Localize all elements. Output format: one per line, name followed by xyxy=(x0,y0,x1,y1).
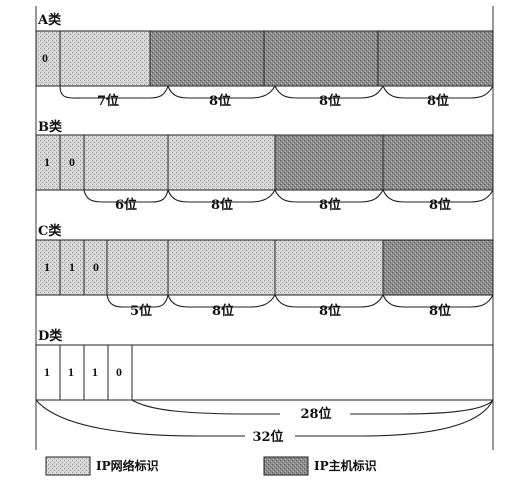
class-d-label: D类 xyxy=(38,328,63,344)
class-b-group: B类 1 0 6位 8位 8位 8位 xyxy=(35,119,494,213)
legend-network-swatch xyxy=(45,456,91,476)
class-d-bit-2: 1 xyxy=(68,365,74,379)
class-b-network-bits-label: 6位 xyxy=(115,197,137,213)
class-d-total-bits-label: 32位 xyxy=(252,429,283,445)
class-c-brace-network xyxy=(106,294,169,308)
class-c-octet-1 xyxy=(35,239,169,296)
class-a-brace-octet-3 xyxy=(274,85,384,99)
class-c-brace-octet-3 xyxy=(274,294,384,308)
class-d-host-bits-label: 28位 xyxy=(300,406,331,422)
class-b-octet-2 xyxy=(167,134,276,191)
class-b-octet-2-bits-label: 8位 xyxy=(211,197,233,213)
class-a-network-bits-label: 7位 xyxy=(97,93,119,109)
legend: IP网络标识 IP主机标识 xyxy=(45,456,377,476)
class-c-network-bits-label: 5位 xyxy=(130,303,152,319)
class-c-octet-3 xyxy=(274,239,384,296)
class-a-octet-1 xyxy=(35,30,151,87)
class-b-octet-4-bits-label: 8位 xyxy=(429,197,451,213)
class-c-octet-2 xyxy=(167,239,276,296)
class-a-octet-4 xyxy=(377,30,494,87)
class-a-brace-octet-2 xyxy=(167,85,276,99)
class-c-group: C类 1 1 0 5位 8位 8位 8位 xyxy=(35,223,494,319)
class-d-bit-1: 1 xyxy=(44,365,50,379)
class-b-label: B类 xyxy=(38,119,63,135)
class-b-octet-4 xyxy=(382,134,494,191)
class-d-brace-28-bits xyxy=(131,399,494,415)
class-c-brace-octet-4 xyxy=(382,294,494,308)
class-d-bit-3: 1 xyxy=(92,365,98,379)
class-b-brace-octet-2 xyxy=(167,189,276,203)
legend-host-label: IP主机标识 xyxy=(314,458,377,473)
class-a-brace-octet-4 xyxy=(382,85,494,99)
class-a-bit-1: 0 xyxy=(42,51,48,65)
legend-host-swatch xyxy=(263,456,309,476)
class-c-brace-octet-2 xyxy=(167,294,276,308)
class-b-brace-octet-4 xyxy=(382,189,494,203)
class-d-address-box xyxy=(35,344,494,401)
class-c-label: C类 xyxy=(38,223,62,239)
class-a-group: A类 0 7位 8位 8位 8位 xyxy=(35,12,494,109)
class-b-bit-2: 0 xyxy=(69,155,75,169)
class-c-octet-4-bits-label: 8位 xyxy=(429,303,451,319)
class-c-bit-2: 1 xyxy=(69,260,75,274)
class-c-bit-3: 0 xyxy=(93,260,99,274)
class-b-brace-network xyxy=(83,189,169,203)
class-d-brace-32-bits xyxy=(35,399,494,437)
class-c-octet-2-bits-label: 8位 xyxy=(212,303,234,319)
class-c-bit-1: 1 xyxy=(44,260,50,274)
class-b-octet-3-bits-label: 8位 xyxy=(319,197,341,213)
class-b-octet-1 xyxy=(35,134,169,191)
class-c-octet-3-bits-label: 8位 xyxy=(319,303,341,319)
class-a-octet-4-bits-label: 8位 xyxy=(427,93,449,109)
class-d-bit-4: 0 xyxy=(116,365,122,379)
class-a-octet-3 xyxy=(263,30,379,87)
class-a-label: A类 xyxy=(37,12,62,28)
legend-network-label: IP网络标识 xyxy=(96,458,159,473)
class-a-octet-2-bits-label: 8位 xyxy=(209,93,231,109)
class-b-brace-octet-3 xyxy=(274,189,384,203)
class-a-octet-3-bits-label: 8位 xyxy=(319,93,341,109)
class-b-bit-1: 1 xyxy=(44,155,50,169)
class-a-brace-network xyxy=(59,85,169,99)
class-c-octet-4 xyxy=(382,239,494,296)
class-b-octet-3 xyxy=(274,134,384,191)
class-d-group: D类 1 1 1 0 28位 32位 xyxy=(35,328,494,445)
class-a-octet-2 xyxy=(149,30,265,87)
